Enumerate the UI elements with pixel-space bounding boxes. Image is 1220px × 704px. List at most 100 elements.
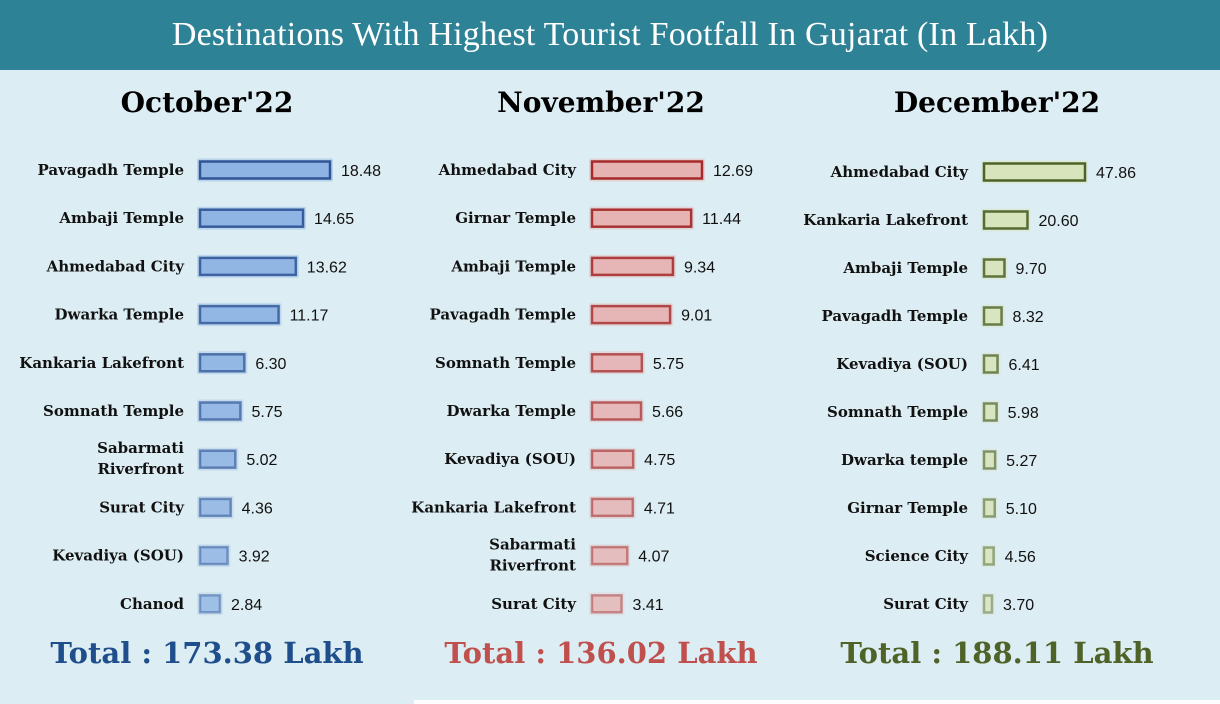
category-label-somnath-temple: Somnath Temple xyxy=(43,402,184,420)
category-label-pavagadh-temple: Pavagadh Temple xyxy=(822,307,968,325)
value-label-somnath-temple: 5.98 xyxy=(1008,405,1039,422)
total-october: Total : 173.38 Lakh xyxy=(50,636,364,670)
value-label-dwarka-temple: 5.66 xyxy=(652,404,683,421)
bar-ahmedabad-city xyxy=(982,162,1087,182)
total-december: Total : 188.11 Lakh xyxy=(840,636,1154,670)
bar-surat-city xyxy=(198,497,232,518)
category-label-somnath-temple: Somnath Temple xyxy=(827,403,968,421)
category-label-surat-city: Surat City xyxy=(883,595,969,613)
bar-dwarka-temple xyxy=(590,401,643,421)
main-title: Destinations With Highest Tourist Footfa… xyxy=(171,16,1049,53)
value-label-kankaria-lakefront: 4.71 xyxy=(644,500,675,517)
category-label-chanod: Chanod xyxy=(120,595,184,613)
bar-dwarka-temple xyxy=(982,450,997,470)
value-label-surat-city: 3.41 xyxy=(633,597,664,614)
bar-sabarmati-riverfront xyxy=(198,449,237,469)
panel-october: October'22 Pavagadh Temple 18.48 Ambaji Te… xyxy=(4,70,410,704)
bar-kankaria-lakefront xyxy=(590,497,635,518)
value-label-kankaria-lakefront: 20.60 xyxy=(1038,213,1078,230)
panel-title-november: November'22 xyxy=(497,86,705,119)
value-label-surat-city: 3.70 xyxy=(1003,597,1034,614)
category-label-dwarka-temple: Dwarka Temple xyxy=(55,306,184,324)
value-label-kevadiya-sou: 4.75 xyxy=(644,452,675,469)
category-label-somnath-temple: Somnath Temple xyxy=(435,354,576,372)
title-bar: Destinations With Highest Tourist Footfa… xyxy=(0,0,1220,70)
bar-kevadiya-sou xyxy=(590,449,635,469)
bar-chanod xyxy=(198,594,222,614)
bar-surat-city xyxy=(590,594,623,614)
bar-pavagadh-temple xyxy=(590,304,672,325)
chart-november: Ahmedabad City 12.69 Girnar Temple 11.44 Amb… xyxy=(411,158,753,616)
category-label-ambaji-temple: Ambaji Temple xyxy=(450,257,576,275)
value-label-science-city: 4.56 xyxy=(1005,549,1036,566)
category-label-sabarmati-riverfront: Sabarmati Riverfront xyxy=(97,439,184,478)
category-label-pavagadh-temple: Pavagadh Temple xyxy=(38,161,184,179)
bar-kankaria-lakefront xyxy=(198,353,246,373)
bar-ambaji-temple xyxy=(590,256,675,277)
bar-science-city xyxy=(982,546,995,566)
value-label-kevadiya-sou: 3.92 xyxy=(239,549,270,566)
category-label-dwarka-temple: Dwarka Temple xyxy=(447,402,576,420)
value-label-pavagadh-temple: 9.01 xyxy=(681,308,712,325)
category-label-ahmedabad-city: Ahmedabad City xyxy=(438,161,578,179)
category-label-girnar-temple: Girnar Temple xyxy=(455,209,576,227)
value-label-kankaria-lakefront: 6.30 xyxy=(255,356,286,373)
bar-surat-city xyxy=(982,594,994,614)
value-label-somnath-temple: 5.75 xyxy=(251,404,282,421)
category-label-surat-city: Surat City xyxy=(491,595,577,613)
bar-girnar-temple xyxy=(590,208,693,228)
category-label-ahmedabad-city: Ahmedabad City xyxy=(830,163,970,181)
bar-ahmedabad-city xyxy=(590,160,704,180)
category-label-pavagadh-temple: Pavagadh Temple xyxy=(430,306,576,324)
category-label-kevadiya-sou: Kevadiya (SOU) xyxy=(836,355,968,373)
bar-ambaji-temple xyxy=(982,258,1006,278)
value-label-girnar-temple: 11.44 xyxy=(702,211,741,228)
value-label-somnath-temple: 5.75 xyxy=(653,356,684,373)
category-label-kevadiya-sou: Kevadiya (SOU) xyxy=(444,450,576,468)
bar-sabarmati-riverfront xyxy=(590,545,629,566)
panel-title-october: October'22 xyxy=(120,86,294,119)
bar-pavagadh-temple xyxy=(982,306,1003,326)
panel-title-december: December'22 xyxy=(893,86,1101,119)
chart-december: Ahmedabad City 47.86 Kankaria Lakefront 20.… xyxy=(803,160,1136,616)
bar-somnath-temple xyxy=(590,353,644,373)
category-label-science-city: Science City xyxy=(865,547,970,565)
category-label-ambaji-temple: Ambaji Temple xyxy=(58,209,184,227)
value-label-ahmedabad-city: 13.62 xyxy=(307,259,347,276)
value-label-kevadiya-sou: 6.41 xyxy=(1009,357,1040,374)
category-label-kankaria-lakefront: Kankaria Lakefront xyxy=(411,498,576,516)
value-label-ambaji-temple: 14.65 xyxy=(314,211,354,228)
category-label-surat-city: Surat City xyxy=(99,498,185,516)
total-november: Total : 136.02 Lakh xyxy=(444,636,758,670)
value-label-dwarka-temple: 11.17 xyxy=(290,308,329,325)
panel-november: November'22 Ahmedabad City 12.69 Girnar Te… xyxy=(398,70,804,704)
chart-october: Pavagadh Temple 18.48 Ambaji Temple 14.65 Ah… xyxy=(19,158,381,616)
bar-pavagadh-temple xyxy=(198,160,332,180)
panel-december: December'22 Ahmedabad City 47.86 Kankaria … xyxy=(794,70,1200,704)
category-label-ahmedabad-city: Ahmedabad City xyxy=(46,257,186,275)
value-label-ahmedabad-city: 12.69 xyxy=(713,163,753,180)
bar-dwarka-temple xyxy=(198,304,280,325)
value-label-ambaji-temple: 9.70 xyxy=(1015,261,1046,278)
category-label-kankaria-lakefront: Kankaria Lakefront xyxy=(803,211,968,229)
category-label-ambaji-temple: Ambaji Temple xyxy=(842,259,968,277)
category-label-dwarka-temple: Dwarka temple xyxy=(841,451,968,469)
value-label-pavagadh-temple: 8.32 xyxy=(1013,309,1044,326)
category-label-kevadiya-sou: Kevadiya (SOU) xyxy=(52,547,184,565)
bar-kankaria-lakefront xyxy=(982,210,1029,230)
bar-kevadiya-sou xyxy=(982,354,999,374)
value-label-girnar-temple: 5.10 xyxy=(1006,501,1037,518)
category-label-sabarmati-riverfront: Sabarmati Riverfront xyxy=(489,536,576,575)
category-label-girnar-temple: Girnar Temple xyxy=(847,499,968,517)
value-label-ahmedabad-city: 47.86 xyxy=(1096,165,1136,182)
category-label-kankaria-lakefront: Kankaria Lakefront xyxy=(19,354,184,372)
value-label-chanod: 2.84 xyxy=(231,597,262,614)
value-label-ambaji-temple: 9.34 xyxy=(684,259,715,276)
value-label-sabarmati-riverfront: 5.02 xyxy=(246,452,277,469)
value-label-pavagadh-temple: 18.48 xyxy=(341,163,381,180)
bar-ambaji-temple xyxy=(198,208,305,228)
value-label-surat-city: 4.36 xyxy=(242,500,273,517)
bar-ahmedabad-city xyxy=(198,256,298,277)
bar-somnath-temple xyxy=(982,402,998,422)
